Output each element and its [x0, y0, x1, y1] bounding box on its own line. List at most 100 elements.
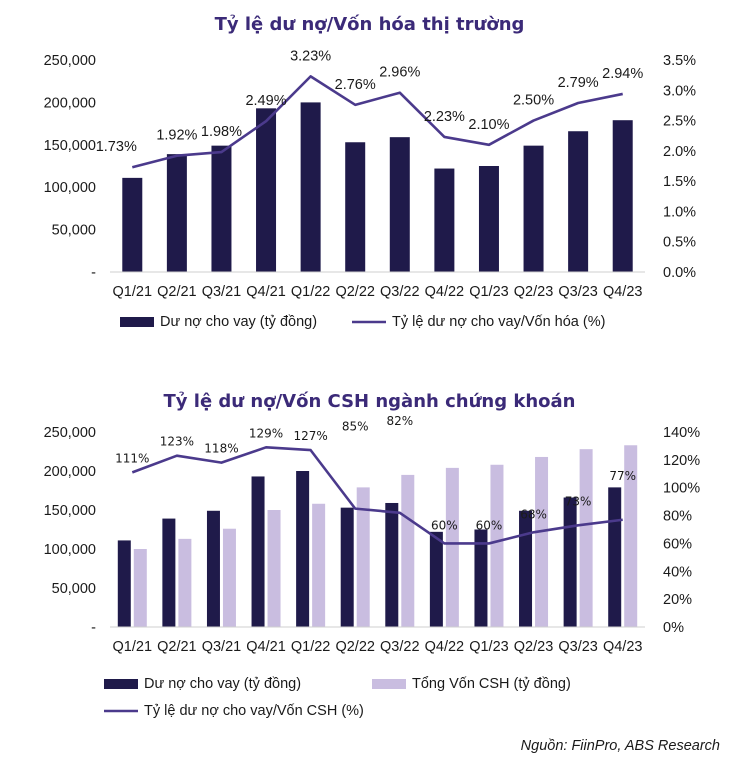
y2-tick-label: 0% — [663, 620, 684, 636]
series-line — [131, 75, 623, 169]
bar — [300, 102, 321, 273]
data-label: 129% — [249, 426, 283, 440]
y-tick-label: 250,000 — [44, 425, 96, 441]
y2-tick-label: 3.0% — [663, 83, 696, 99]
y2-tick-label: 3.5% — [663, 53, 696, 69]
legend-swatch — [104, 679, 138, 689]
x-tick-label: Q1/22 — [291, 639, 331, 655]
bar — [296, 471, 310, 627]
data-label: 2.76% — [335, 77, 376, 93]
bar — [340, 507, 354, 627]
x-tick-label: Q3/21 — [202, 639, 242, 655]
bar — [312, 503, 326, 627]
x-tick-label: Q2/21 — [157, 639, 197, 655]
x-tick-label: Q3/22 — [380, 284, 420, 300]
bar — [267, 510, 281, 627]
x-tick-label: Q4/22 — [425, 639, 465, 655]
y-tick-label: 150,000 — [44, 503, 96, 519]
x-tick-label: Q1/22 — [291, 284, 331, 300]
chart-title: Tỷ lệ dư nợ/Vốn hóa thị trường — [215, 14, 525, 35]
y-tick-label: 100,000 — [44, 542, 96, 558]
bar — [612, 120, 633, 272]
y2-tick-label: 2.5% — [663, 114, 696, 130]
bar — [117, 540, 131, 627]
bar — [122, 177, 143, 272]
bar — [251, 476, 265, 627]
bar — [211, 145, 232, 272]
x-tick-label: Q4/21 — [246, 639, 286, 655]
bar — [535, 456, 549, 627]
data-label: 73% — [565, 494, 592, 508]
legend-label: Dư nợ cho vay (tỷ đồng) — [160, 314, 317, 330]
series-line — [131, 446, 623, 545]
y-tick-label: 200,000 — [44, 464, 96, 480]
x-tick-label: Q3/23 — [558, 639, 598, 655]
x-tick-label: Q2/22 — [335, 639, 375, 655]
x-tick-label: Q1/21 — [113, 284, 153, 300]
x-tick-label: Q2/21 — [157, 284, 197, 300]
bar — [523, 145, 544, 272]
x-tick-label: Q3/22 — [380, 639, 420, 655]
bar — [429, 531, 443, 627]
bar — [166, 154, 187, 272]
y-tick-label: 200,000 — [44, 95, 96, 111]
y2-tick-label: 80% — [663, 509, 692, 525]
y2-tick-label: 120% — [663, 453, 700, 469]
legend-label: Tỷ lệ dư nợ cho vay/Vốn CSH (%) — [144, 703, 364, 719]
legend-label: Tổng Vốn CSH (tỷ đồng) — [412, 676, 571, 692]
bar — [608, 487, 622, 627]
data-label: 1.98% — [201, 124, 242, 140]
data-label: 2.94% — [602, 66, 643, 82]
data-label: 1.92% — [156, 128, 197, 144]
x-tick-label: Q4/22 — [425, 284, 465, 300]
bar — [345, 142, 366, 272]
y-tick-label: - — [91, 620, 96, 636]
data-label: 77% — [609, 469, 636, 483]
legend-swatch — [372, 679, 406, 689]
x-tick-label: Q4/21 — [246, 284, 286, 300]
x-tick-label: Q1/23 — [469, 639, 509, 655]
data-label: 1.73% — [96, 139, 137, 155]
bar — [178, 538, 192, 627]
y-tick-label: 150,000 — [44, 138, 96, 154]
source-note: Nguồn: FiinPro, ABS Research — [520, 738, 720, 754]
data-label: 2.23% — [424, 109, 465, 125]
y-tick-label: 250,000 — [44, 53, 96, 69]
data-label: 127% — [293, 429, 327, 443]
bar — [389, 137, 410, 272]
bar — [624, 445, 638, 627]
bar — [474, 529, 488, 627]
y2-tick-label: 1.5% — [663, 174, 696, 190]
bar — [222, 528, 236, 627]
data-label: 123% — [160, 435, 194, 449]
data-label: 68% — [520, 507, 547, 521]
y-tick-label: 50,000 — [52, 223, 96, 239]
bar — [401, 474, 415, 627]
bar — [490, 464, 504, 627]
legend-swatch — [120, 317, 154, 327]
x-tick-label: Q1/21 — [113, 639, 153, 655]
bar — [519, 510, 533, 627]
data-label: 2.49% — [245, 93, 286, 109]
bar — [478, 166, 499, 272]
data-label: 3.23% — [290, 48, 331, 64]
y2-tick-label: 2.0% — [663, 144, 696, 160]
x-tick-label: Q4/23 — [603, 284, 643, 300]
bar — [445, 467, 459, 627]
y2-tick-label: 20% — [663, 592, 692, 608]
data-label: 82% — [386, 414, 413, 428]
data-label: 60% — [431, 518, 458, 532]
y2-tick-label: 1.0% — [663, 204, 696, 220]
bar — [579, 449, 593, 627]
y2-tick-label: 0.5% — [663, 235, 696, 251]
bar — [133, 549, 147, 627]
bar — [385, 502, 399, 627]
data-label: 60% — [476, 518, 503, 532]
bar — [162, 518, 176, 627]
data-label: 2.10% — [468, 117, 509, 133]
y2-tick-label: 40% — [663, 564, 692, 580]
bar — [356, 487, 370, 627]
data-label: 2.50% — [513, 93, 554, 109]
x-tick-label: Q2/23 — [514, 284, 554, 300]
